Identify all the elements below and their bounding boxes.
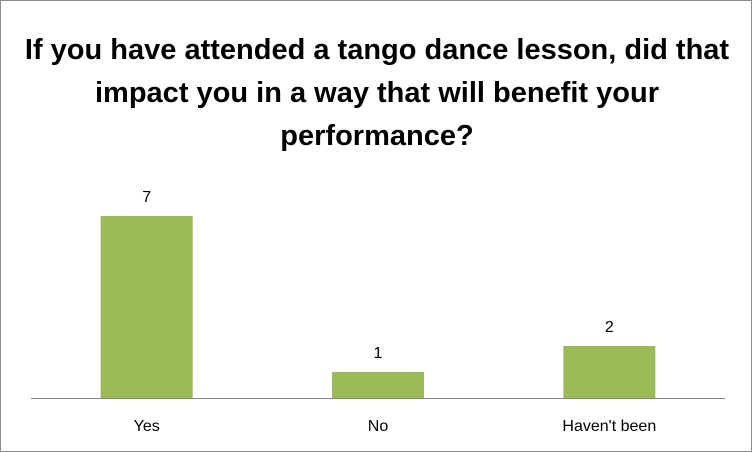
category-label: Haven't been: [562, 418, 656, 435]
category-label: Yes: [134, 418, 160, 435]
data-label: 2: [605, 319, 614, 336]
labels-group: 7 Yes 1 No 2 Haven't been: [134, 189, 657, 435]
bar-yes: [100, 216, 193, 398]
category-label: No: [368, 418, 389, 435]
data-label: 7: [142, 189, 151, 206]
chart-title: If you have attended a tango dance lesso…: [24, 34, 730, 152]
data-label: 1: [374, 345, 383, 362]
bar-no: [332, 372, 424, 398]
bars-group: [100, 216, 656, 398]
bar-haven-t-been: [563, 346, 656, 398]
